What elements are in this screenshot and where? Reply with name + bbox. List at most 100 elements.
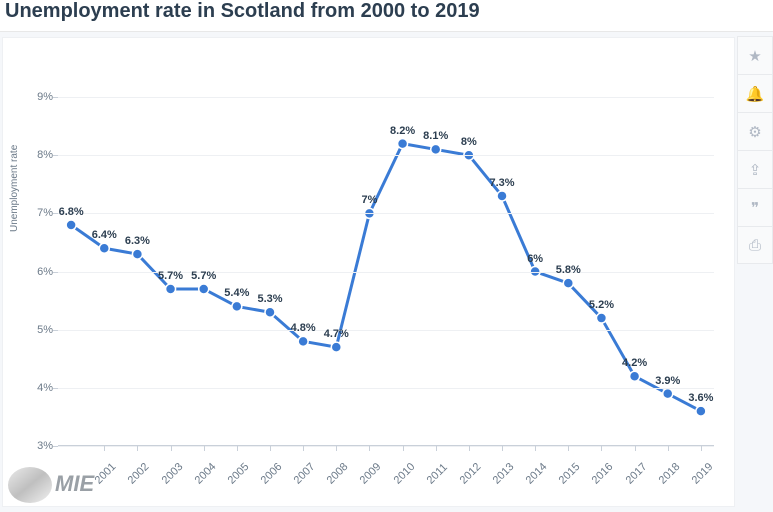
y-tick-label: 8%: [23, 149, 53, 161]
x-tick-label: 2002: [126, 461, 152, 487]
x-tick-mark: [204, 446, 205, 451]
y-tick-label: 9%: [23, 91, 53, 103]
x-tick-label: 2004: [192, 461, 218, 487]
x-tick-label: 2001: [93, 461, 119, 487]
data-label: 3.6%: [688, 392, 713, 404]
x-tick-label: 2009: [358, 461, 384, 487]
x-tick-label: 2013: [491, 461, 517, 487]
chart-title: Unemployment rate in Scotland from 2000 …: [5, 0, 763, 23]
gridline: [58, 213, 714, 214]
x-tick-mark: [137, 446, 138, 451]
gridline: [58, 388, 714, 389]
gridline: [58, 155, 714, 156]
data-point[interactable]: [99, 243, 109, 253]
y-tick-label: 5%: [23, 324, 53, 336]
data-point[interactable]: [596, 313, 606, 323]
data-label: 5.3%: [257, 293, 282, 305]
x-tick-mark: [502, 446, 503, 451]
x-tick-mark: [237, 446, 238, 451]
data-point[interactable]: [66, 220, 76, 230]
gridline: [58, 97, 714, 98]
x-tick-label: 2012: [458, 461, 484, 487]
chart-area: Unemployment rate 3%4%5%6%7%8%9%20012002…: [2, 37, 735, 507]
y-tick-label: 3%: [23, 440, 53, 452]
data-point[interactable]: [265, 307, 275, 317]
data-label: 6.4%: [92, 229, 117, 241]
x-tick-label: 2018: [656, 461, 682, 487]
star-icon[interactable]: ★: [737, 36, 773, 74]
data-label: 5.2%: [589, 299, 614, 311]
x-tick-mark: [469, 446, 470, 451]
x-tick-mark: [601, 446, 602, 451]
data-point[interactable]: [199, 284, 209, 294]
data-point[interactable]: [497, 191, 507, 201]
bell-icon[interactable]: 🔔: [737, 74, 773, 112]
x-tick-label: 2014: [524, 461, 550, 487]
data-label: 4.7%: [324, 328, 349, 340]
gridline: [58, 330, 714, 331]
gridline: [58, 272, 714, 273]
x-tick-mark: [171, 446, 172, 451]
y-tick-label: 7%: [23, 207, 53, 219]
data-label: 5.8%: [556, 264, 581, 276]
x-tick-mark: [668, 446, 669, 451]
data-label: 4.8%: [291, 322, 316, 334]
x-tick-mark: [535, 446, 536, 451]
plot-region: 3%4%5%6%7%8%9%20012002200320042005200620…: [58, 68, 714, 446]
x-tick-mark: [701, 446, 702, 451]
x-tick-mark: [104, 446, 105, 451]
x-tick-mark: [635, 446, 636, 451]
quote-icon[interactable]: ❞: [737, 188, 773, 226]
y-tick-mark: [53, 97, 58, 98]
data-point[interactable]: [166, 284, 176, 294]
data-label: 7.3%: [489, 177, 514, 189]
x-tick-mark: [436, 446, 437, 451]
data-point[interactable]: [696, 406, 706, 416]
y-tick-mark: [53, 272, 58, 273]
data-point[interactable]: [630, 371, 640, 381]
x-tick-label: 2015: [557, 461, 583, 487]
y-tick-label: 4%: [23, 382, 53, 394]
data-label: 6.8%: [59, 206, 84, 218]
data-point[interactable]: [663, 389, 673, 399]
y-tick-mark: [53, 155, 58, 156]
data-label: 7%: [361, 194, 377, 206]
y-tick-mark: [53, 446, 58, 447]
data-label: 4.2%: [622, 357, 647, 369]
chart-header: Unemployment rate in Scotland from 2000 …: [0, 0, 773, 32]
print-icon[interactable]: ⎙: [737, 226, 773, 264]
y-tick-mark: [53, 213, 58, 214]
x-tick-mark: [403, 446, 404, 451]
x-tick-label: 2011: [424, 461, 449, 486]
data-label: 8.1%: [423, 130, 448, 142]
x-tick-label: 2007: [292, 461, 318, 487]
gear-icon[interactable]: ⚙: [737, 112, 773, 150]
x-tick-mark: [270, 446, 271, 451]
share-icon[interactable]: ⇪: [737, 150, 773, 188]
data-point[interactable]: [232, 301, 242, 311]
data-point[interactable]: [331, 342, 341, 352]
x-tick-mark: [369, 446, 370, 451]
x-tick-label: 2006: [259, 461, 285, 487]
data-label: 3.9%: [655, 374, 680, 386]
y-tick-label: 6%: [23, 266, 53, 278]
data-point[interactable]: [431, 144, 441, 154]
x-tick-label: 2019: [690, 461, 716, 487]
data-label: 5.4%: [224, 287, 249, 299]
x-tick-mark: [568, 446, 569, 451]
data-point[interactable]: [563, 278, 573, 288]
data-label: 8%: [461, 136, 477, 148]
x-tick-label: 2010: [391, 461, 417, 487]
side-toolbar: ★🔔⚙⇪❞⎙: [737, 36, 773, 264]
x-tick-label: 2005: [226, 461, 252, 487]
data-point[interactable]: [298, 336, 308, 346]
x-tick-label: 2003: [159, 461, 185, 487]
y-tick-mark: [53, 330, 58, 331]
x-tick-label: 2008: [325, 461, 351, 487]
x-tick-label: 2016: [590, 461, 616, 487]
data-label: 5.7%: [158, 270, 183, 282]
data-point[interactable]: [398, 139, 408, 149]
data-point[interactable]: [132, 249, 142, 259]
data-label: 8.2%: [390, 124, 415, 136]
gridline: [58, 446, 714, 447]
